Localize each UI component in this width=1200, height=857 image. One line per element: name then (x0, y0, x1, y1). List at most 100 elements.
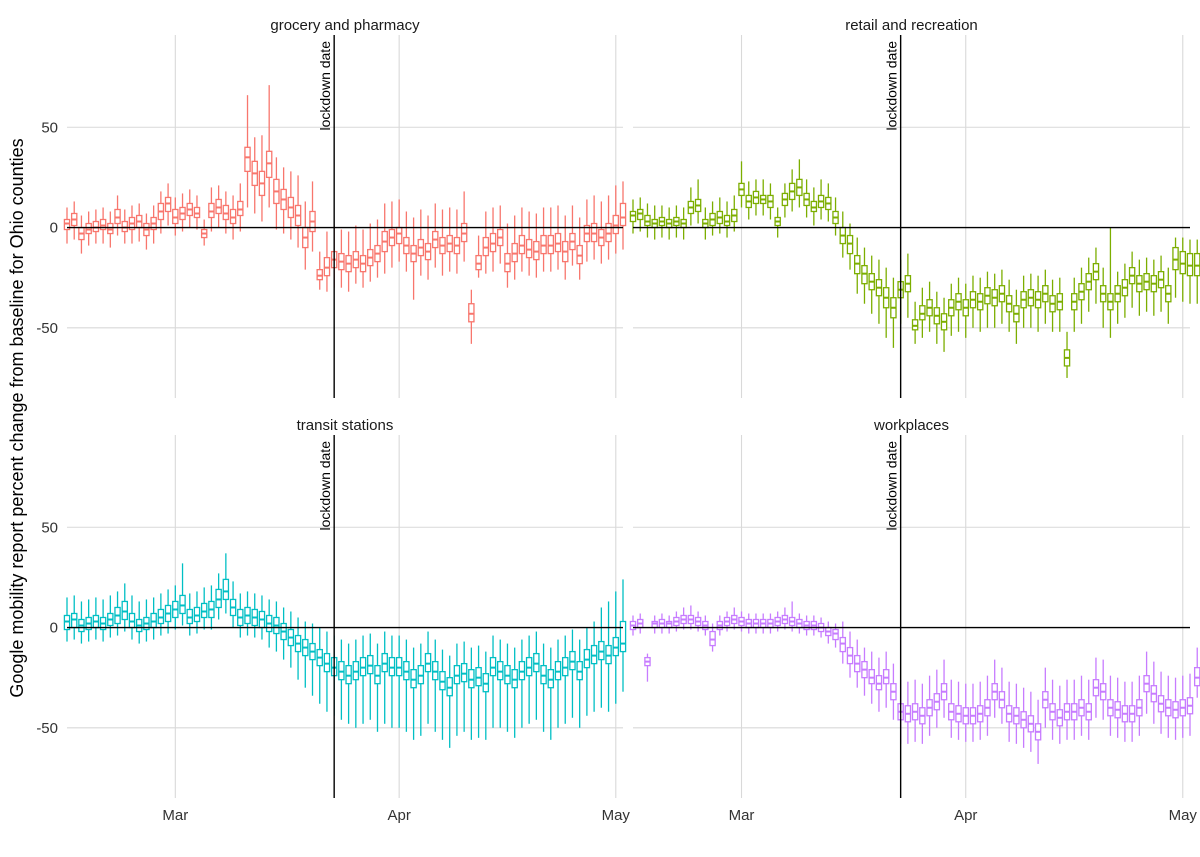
box-iqr (868, 668, 875, 685)
box-transit-stations-49 (417, 643, 425, 736)
box-grocery-and-pharmacy-0 (63, 207, 71, 244)
box-iqr (489, 656, 497, 677)
box-transit-stations-46 (395, 635, 403, 728)
box-iqr (222, 578, 230, 601)
box-iqr (709, 630, 716, 647)
box-workplaces-22 (788, 601, 796, 632)
box-retail-and-recreation-41 (926, 281, 933, 332)
box-retail-and-recreation-14 (731, 195, 738, 232)
box-grocery-and-pharmacy-43 (374, 219, 381, 278)
box-iqr (919, 305, 926, 321)
box-iqr (882, 668, 890, 685)
box-iqr (208, 202, 215, 219)
box-retail-and-recreation-53 (1013, 289, 1020, 344)
box-iqr (810, 200, 818, 213)
box-iqr (345, 664, 352, 685)
box-grocery-and-pharmacy-76 (612, 185, 620, 254)
box-iqr (533, 240, 540, 261)
box-iqr (511, 668, 518, 689)
box-iqr (511, 242, 518, 263)
box-iqr (403, 660, 410, 681)
box-grocery-and-pharmacy-10 (135, 203, 143, 242)
y-tick-label: 50 (41, 519, 58, 536)
box-transit-stations-45 (388, 635, 396, 728)
box-iqr (107, 222, 114, 235)
box-workplaces-13 (723, 611, 731, 632)
box-retail-and-recreation-45 (955, 277, 962, 332)
box-workplaces-48 (976, 681, 984, 740)
box-transit-stations-7 (114, 591, 121, 636)
box-transit-stations-48 (410, 647, 417, 740)
box-transit-stations-27 (258, 595, 266, 640)
box-iqr (723, 214, 731, 227)
box-grocery-and-pharmacy-52 (439, 209, 446, 276)
y-tick-label: 0 (50, 620, 58, 637)
box-workplaces-4 (658, 613, 666, 634)
box-iqr (215, 198, 222, 215)
box-retail-and-recreation-72 (1150, 259, 1158, 316)
box-iqr (446, 677, 453, 697)
box-workplaces-51 (998, 667, 1006, 724)
box-workplaces-25 (810, 615, 818, 636)
box-retail-and-recreation-56 (1034, 275, 1042, 332)
box-transit-stations-4 (92, 597, 100, 640)
box-transit-stations-43 (374, 643, 381, 732)
box-transit-stations-16 (179, 563, 186, 626)
box-retail-and-recreation-17 (752, 179, 760, 216)
box-iqr (186, 608, 194, 625)
box-transit-stations-5 (99, 599, 107, 642)
box-retail-and-recreation-59 (1056, 277, 1064, 332)
box-iqr (222, 204, 230, 221)
box-retail-and-recreation-24 (803, 179, 810, 218)
box-retail-and-recreation-70 (1136, 259, 1143, 316)
box-workplaces-65 (1099, 659, 1107, 720)
box-retail-and-recreation-1 (636, 197, 644, 232)
box-transit-stations-58 (482, 651, 490, 740)
box-workplaces-23 (796, 613, 803, 634)
box-grocery-and-pharmacy-32 (294, 175, 302, 248)
box-transit-stations-0 (63, 597, 71, 642)
box-transit-stations-15 (172, 585, 179, 630)
box-iqr (417, 664, 425, 685)
box-iqr (121, 220, 129, 233)
box-retail-and-recreation-34 (875, 259, 883, 324)
panel-title: transit stations (297, 417, 394, 434)
box-grocery-and-pharmacy-26 (251, 137, 258, 214)
box-retail-and-recreation-3 (651, 205, 658, 240)
box-grocery-and-pharmacy-66 (540, 207, 547, 272)
box-iqr (547, 668, 555, 689)
box-iqr (265, 150, 273, 179)
box-retail-and-recreation-60 (1063, 331, 1071, 378)
box-transit-stations-53 (446, 655, 453, 748)
box-workplaces-15 (738, 611, 745, 632)
box-workplaces-35 (882, 651, 890, 708)
box-transit-stations-39 (345, 643, 352, 724)
box-transit-stations-62 (511, 647, 518, 738)
x-tick-label: May (602, 807, 631, 824)
box-iqr (114, 208, 121, 225)
box-retail-and-recreation-50 (991, 273, 998, 328)
box-iqr (193, 606, 201, 623)
box-workplaces-17 (752, 613, 760, 634)
box-workplaces-72 (1150, 661, 1158, 724)
box-grocery-and-pharmacy-25 (244, 95, 251, 208)
box-workplaces-50 (991, 659, 998, 718)
box-grocery-and-pharmacy-55 (460, 191, 468, 262)
panel-title: grocery and pharmacy (270, 17, 420, 34)
box-transit-stations-12 (150, 597, 157, 640)
box-workplaces-55 (1027, 691, 1035, 752)
box-iqr (367, 654, 374, 675)
box-grocery-and-pharmacy-27 (258, 135, 266, 222)
box-grocery-and-pharmacy-5 (99, 207, 107, 244)
box-iqr (525, 656, 533, 677)
box-grocery-and-pharmacy-14 (164, 183, 172, 226)
box-grocery-and-pharmacy-69 (561, 215, 569, 280)
box-workplaces-52 (1005, 681, 1013, 742)
box-retail-and-recreation-62 (1078, 267, 1085, 324)
box-grocery-and-pharmacy-11 (143, 213, 150, 250)
y-tick-label: 0 (50, 220, 58, 237)
box-iqr (619, 202, 627, 227)
box-grocery-and-pharmacy-39 (345, 231, 352, 292)
box-workplaces-45 (955, 681, 962, 740)
box-grocery-and-pharmacy-12 (150, 205, 157, 244)
